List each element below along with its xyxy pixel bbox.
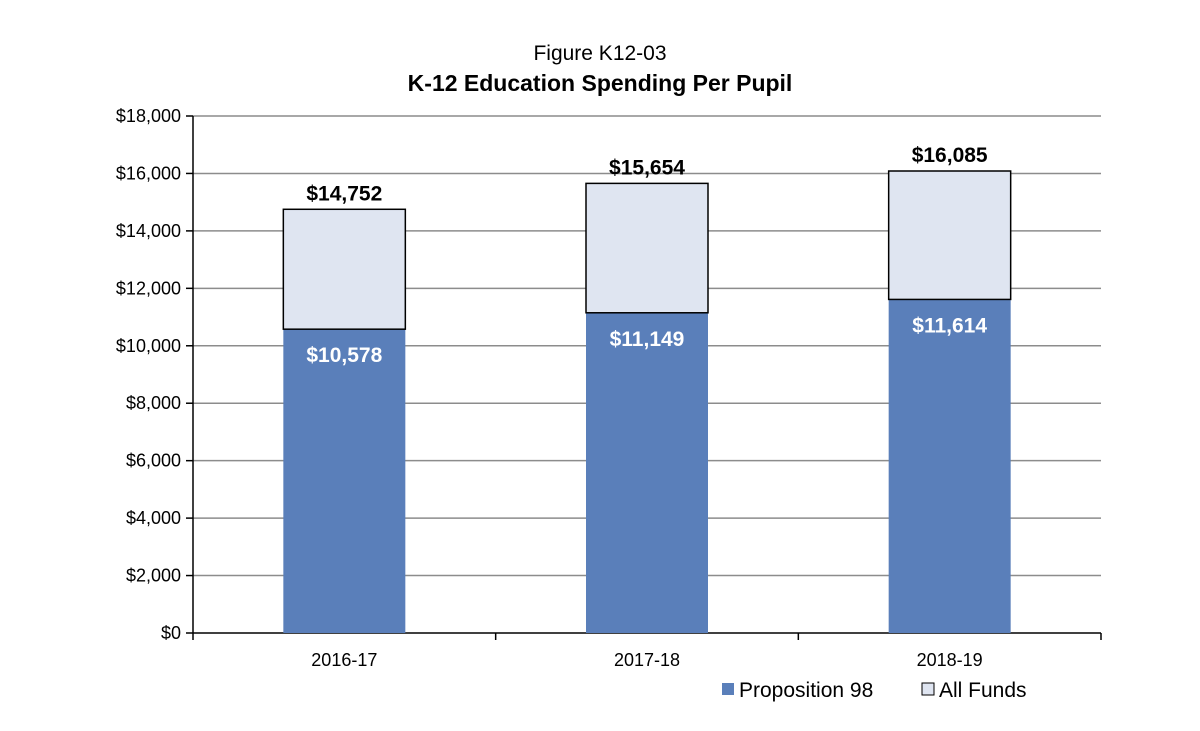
- y-tick-label: $16,000: [116, 163, 181, 183]
- legend-swatch-proposition-98: [722, 683, 734, 695]
- y-tick-label: $18,000: [116, 106, 181, 126]
- bar-proposition-98: [283, 329, 406, 633]
- y-tick-label: $4,000: [126, 508, 181, 528]
- y-tick-label: $2,000: [126, 566, 181, 586]
- data-label-proposition-98: $11,149: [610, 328, 685, 351]
- data-label-proposition-98: $11,614: [912, 314, 987, 337]
- data-label-total: $16,085: [912, 144, 988, 167]
- y-tick-label: $12,000: [116, 278, 181, 298]
- data-label-total: $15,654: [609, 156, 685, 179]
- chart-title: K-12 Education Spending Per Pupil: [407, 70, 793, 96]
- bar-all-funds: [585, 182, 709, 314]
- bar-all-funds: [282, 208, 407, 330]
- legend-label-proposition-98: Proposition 98: [739, 679, 873, 702]
- y-tick-label: $8,000: [126, 393, 181, 413]
- bar-proposition-98: [586, 312, 708, 633]
- bar-all-funds: [887, 170, 1012, 301]
- y-tick-label: $14,000: [116, 221, 181, 241]
- y-tick-label: $6,000: [126, 451, 181, 471]
- bar-proposition-98: [888, 299, 1011, 633]
- x-category-label: 2018-19: [917, 650, 983, 670]
- x-category-label: 2016-17: [311, 650, 377, 670]
- y-tick-label: $0: [161, 623, 181, 643]
- data-label-proposition-98: $10,578: [306, 344, 382, 367]
- legend-swatch-all-funds: [921, 682, 935, 696]
- figure-number: Figure K12-03: [533, 42, 667, 65]
- x-category-label: 2017-18: [614, 650, 680, 670]
- y-tick-label: $10,000: [116, 336, 181, 356]
- data-label-total: $14,752: [306, 182, 382, 205]
- legend-label-all-funds: All Funds: [939, 679, 1027, 702]
